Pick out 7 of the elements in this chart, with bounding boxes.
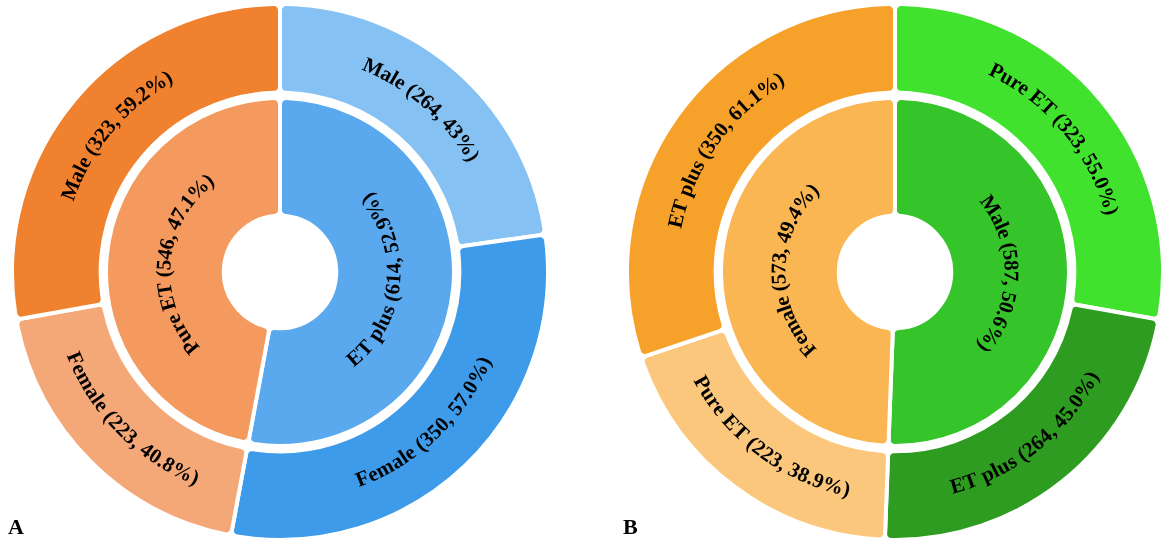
category-label: ET plus (614, 52.9%) xyxy=(341,188,406,372)
category-label: Male (264, 43%) xyxy=(359,51,486,166)
text: A xyxy=(8,514,24,540)
category-label: Male (587, 50.6%) xyxy=(972,190,1024,358)
category-label: ET plus (264, 45.0%) xyxy=(947,366,1104,499)
category-label: Female (573, 49.4%) xyxy=(766,178,824,363)
text: B xyxy=(623,514,638,540)
